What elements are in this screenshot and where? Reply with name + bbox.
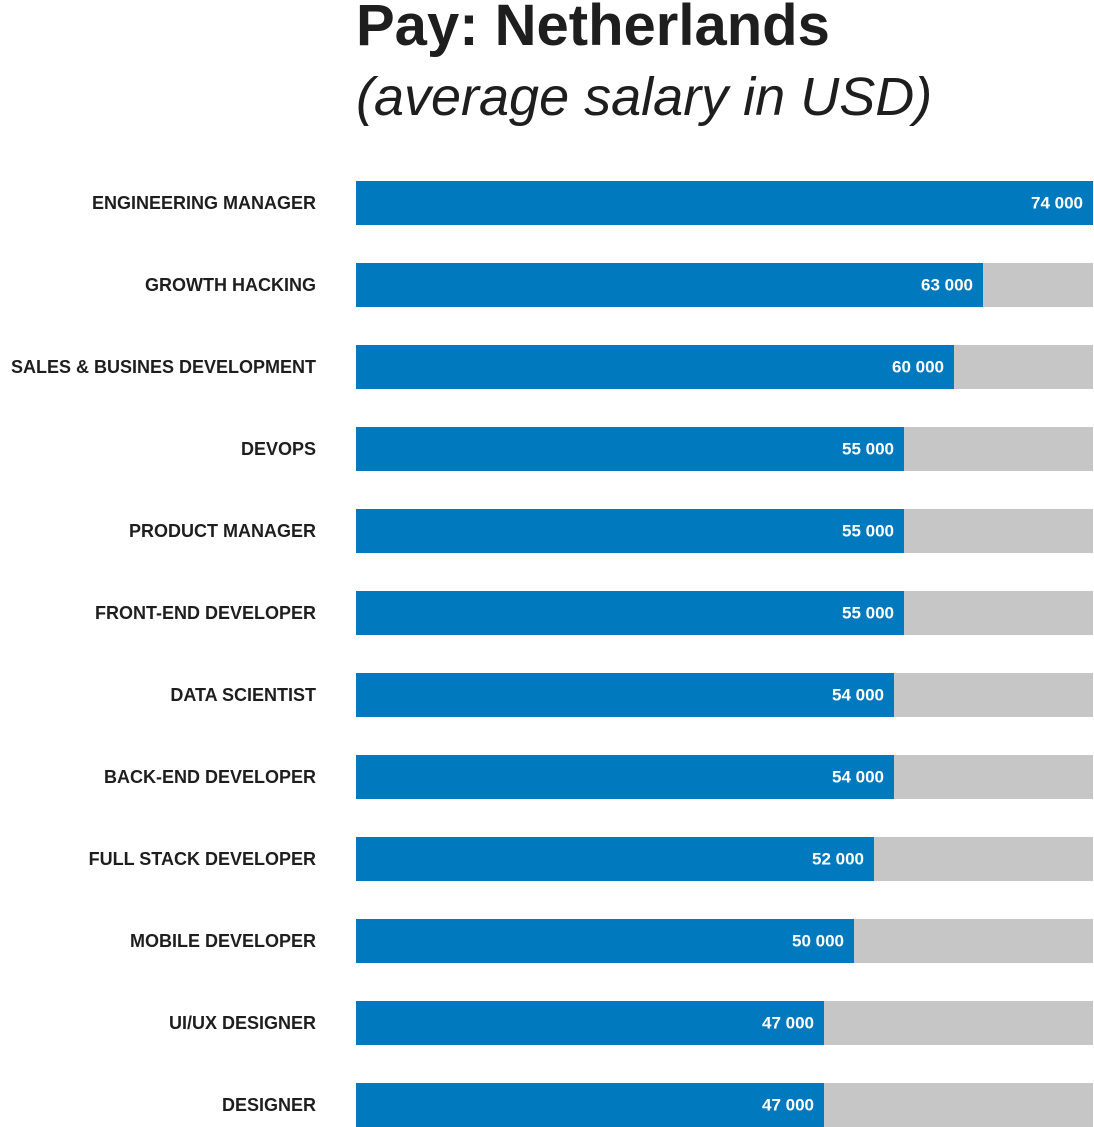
value-label: 55 000	[842, 522, 894, 541]
category-label: MOBILE DEVELOPER	[130, 931, 316, 951]
category-label: PRODUCT MANAGER	[129, 521, 316, 541]
category-label: DEVOPS	[241, 439, 316, 459]
value-label: 50 000	[792, 932, 844, 951]
category-label: UI/UX DESIGNER	[169, 1013, 316, 1033]
bar	[356, 509, 904, 553]
value-label: 47 000	[762, 1096, 814, 1115]
bar	[356, 263, 983, 307]
value-label: 52 000	[812, 850, 864, 869]
bar	[356, 1001, 824, 1045]
value-label: 74 000	[1031, 194, 1083, 213]
category-label: SALES & BUSINES DEVELOPMENT	[11, 357, 316, 377]
bar	[356, 591, 904, 635]
value-label: 54 000	[832, 768, 884, 787]
chart-title: Pay: Netherlands	[356, 0, 830, 58]
value-label: 47 000	[762, 1014, 814, 1033]
bar	[356, 837, 874, 881]
category-label: BACK-END DEVELOPER	[104, 767, 316, 787]
category-label: DATA SCIENTIST	[170, 685, 316, 705]
category-label: FULL STACK DEVELOPER	[89, 849, 316, 869]
bar	[356, 181, 1093, 225]
value-label: 60 000	[892, 358, 944, 377]
value-label: 54 000	[832, 686, 884, 705]
bar	[356, 755, 894, 799]
bar	[356, 1083, 824, 1127]
bar	[356, 919, 854, 963]
value-label: 63 000	[921, 276, 973, 295]
bar	[356, 427, 904, 471]
category-label: ENGINEERING MANAGER	[92, 193, 316, 213]
category-label: FRONT-END DEVELOPER	[95, 603, 316, 623]
chart-subtitle: (average salary in USD)	[356, 67, 933, 127]
value-label: 55 000	[842, 604, 894, 623]
category-label: DESIGNER	[222, 1095, 316, 1115]
bar	[356, 345, 954, 389]
category-label: GROWTH HACKING	[145, 275, 316, 295]
bar	[356, 673, 894, 717]
value-label: 55 000	[842, 440, 894, 459]
